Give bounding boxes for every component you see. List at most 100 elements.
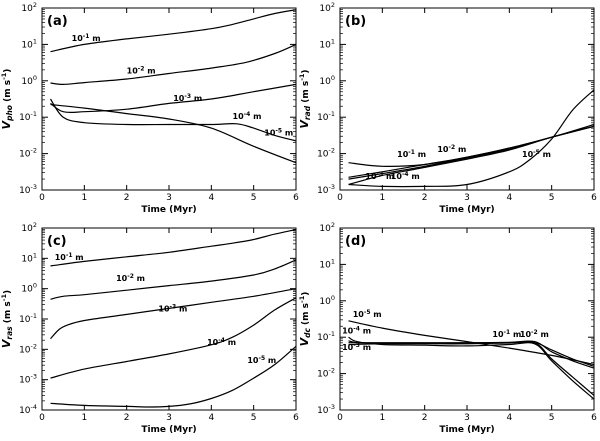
series-label: 10-1 m — [397, 149, 426, 159]
series-label: 10-2 m — [520, 329, 549, 339]
y-tick-label: 102 — [21, 221, 37, 234]
x-axis-label: Time (Myr) — [141, 205, 196, 215]
series-label: 10-4 m — [233, 111, 262, 121]
series-label: 10-5 m — [247, 355, 276, 365]
plot-frame — [41, 227, 297, 411]
x-tick-label: 2 — [422, 193, 428, 203]
series-line-m5 — [50, 345, 296, 408]
y-tick-label: 10-3 — [317, 183, 335, 196]
y-tick-label: 101 — [21, 37, 37, 50]
x-tick-label: 3 — [464, 413, 470, 423]
y-tick-label: 10-1 — [19, 312, 37, 325]
series-line-m3 — [348, 340, 594, 396]
series-line-m4 — [50, 297, 296, 379]
series-label: 10-5 m — [264, 127, 293, 137]
series-line-m4 — [348, 125, 594, 186]
x-tick-label: 1 — [81, 193, 87, 203]
series-label: 10-4 m — [342, 326, 371, 336]
series-label: 10-2 m — [116, 273, 145, 283]
x-tick-label: 0 — [337, 413, 343, 423]
series-label: 10-5 m — [522, 149, 551, 159]
series-line-m2 — [50, 259, 296, 300]
panel-label: (c) — [47, 234, 67, 249]
series-label: 10-2 m — [437, 144, 466, 154]
x-axis-label: Time (Myr) — [439, 205, 494, 215]
x-tick-label: 6 — [591, 413, 597, 423]
series-label: 10-2 m — [127, 66, 156, 76]
x-tick-label: 4 — [208, 193, 214, 203]
x-tick-label: 3 — [166, 193, 172, 203]
y-tick-label: 10-3 — [19, 373, 37, 386]
x-tick-label: 6 — [293, 413, 299, 423]
series-line-m5 — [348, 320, 594, 366]
y-tick-label: 10-4 — [19, 403, 37, 416]
y-tick-label: 100 — [319, 74, 335, 87]
y-axis-label: Vdc (m s-1) — [298, 292, 312, 347]
x-tick-label: 2 — [124, 413, 130, 423]
series-line-m2 — [50, 43, 296, 86]
series-label: 10-4 m — [207, 337, 236, 347]
x-tick-label: 1 — [379, 413, 385, 423]
y-tick-label: 10-1 — [317, 330, 335, 343]
x-axis-label: Time (Myr) — [439, 425, 494, 435]
y-tick-label: 102 — [319, 1, 335, 14]
x-tick-label: 4 — [506, 413, 512, 423]
y-axis-label: Vras (m s-1) — [0, 290, 14, 348]
x-tick-label: 4 — [208, 413, 214, 423]
x-tick-label: 0 — [39, 193, 45, 203]
y-axis-label: Vrad (m s-1) — [298, 69, 312, 128]
series-label: 10-4 m — [391, 171, 420, 181]
x-tick-label: 4 — [506, 193, 512, 203]
series-line-m3 — [50, 288, 296, 340]
y-tick-label: 100 — [21, 282, 37, 295]
y-tick-label: 10-1 — [317, 110, 335, 123]
x-axis-label: Time (Myr) — [141, 425, 196, 435]
y-tick-label: 10-2 — [19, 147, 37, 160]
y-tick-label: 10-2 — [317, 367, 335, 380]
panel-c: 10-4 10-3 10-2 10-1 100 101 102 0 1 2 3 4 5 6 Time (My… — [0, 221, 299, 435]
panel-label: (a) — [47, 14, 68, 29]
series-line-m5 — [348, 89, 594, 188]
series-label: 10-1 m — [72, 33, 101, 43]
panel-a: 10-3 10-2 10-1 100 101 102 0 1 2 3 4 5 6 Time (Myr) Vp… — [0, 1, 299, 215]
plot-frame — [339, 7, 595, 191]
plot-frame — [41, 7, 297, 191]
y-tick-label: 10-1 — [19, 110, 37, 123]
y-tick-label: 102 — [21, 1, 37, 14]
x-tick-label: 2 — [124, 193, 130, 203]
series-line-m3 — [50, 83, 296, 114]
x-tick-label: 6 — [293, 193, 299, 203]
y-axis-label: Vpho (m s-1) — [0, 69, 14, 130]
y-tick-label: 100 — [319, 294, 335, 307]
series-line-m1 — [50, 9, 296, 53]
y-tick-label: 10-3 — [317, 403, 335, 416]
x-tick-label: 1 — [81, 413, 87, 423]
y-tick-label: 101 — [319, 257, 335, 270]
y-tick-label: 100 — [21, 74, 37, 87]
x-tick-label: 3 — [166, 413, 172, 423]
y-tick-label: 10-2 — [317, 147, 335, 160]
panel-d: 10-3 10-2 10-1 100 101 102 0 1 2 3 4 5 6 Time (Myr) Vd… — [298, 221, 597, 435]
panel-b: 10-3 10-2 10-1 100 101 102 0 1 2 3 4 5 6 Time (Myr) Vr… — [298, 1, 597, 215]
x-tick-label: 3 — [464, 193, 470, 203]
series-line-m1 — [50, 228, 296, 267]
panel-label: (d) — [345, 234, 366, 249]
x-tick-label: 1 — [379, 193, 385, 203]
series-label: 10-5 m — [353, 309, 382, 319]
x-tick-label: 5 — [251, 193, 257, 203]
x-tick-label: 6 — [591, 193, 597, 203]
series-label: 10-3 m — [365, 171, 394, 181]
y-tick-label: 101 — [21, 251, 37, 264]
series-label: 10-3 m — [158, 303, 187, 313]
x-tick-label: 5 — [549, 193, 555, 203]
series-label: 10-1 m — [492, 329, 521, 339]
series-label: 10-3 m — [342, 342, 371, 352]
plot-frame — [339, 227, 595, 411]
series-line-m4 — [49, 98, 296, 142]
series-label: 10-1 m — [55, 252, 84, 262]
x-tick-label: 5 — [251, 413, 257, 423]
y-tick-label: 10-2 — [19, 342, 37, 355]
y-tick-label: 10-3 — [19, 183, 37, 196]
y-tick-label: 101 — [319, 37, 335, 50]
